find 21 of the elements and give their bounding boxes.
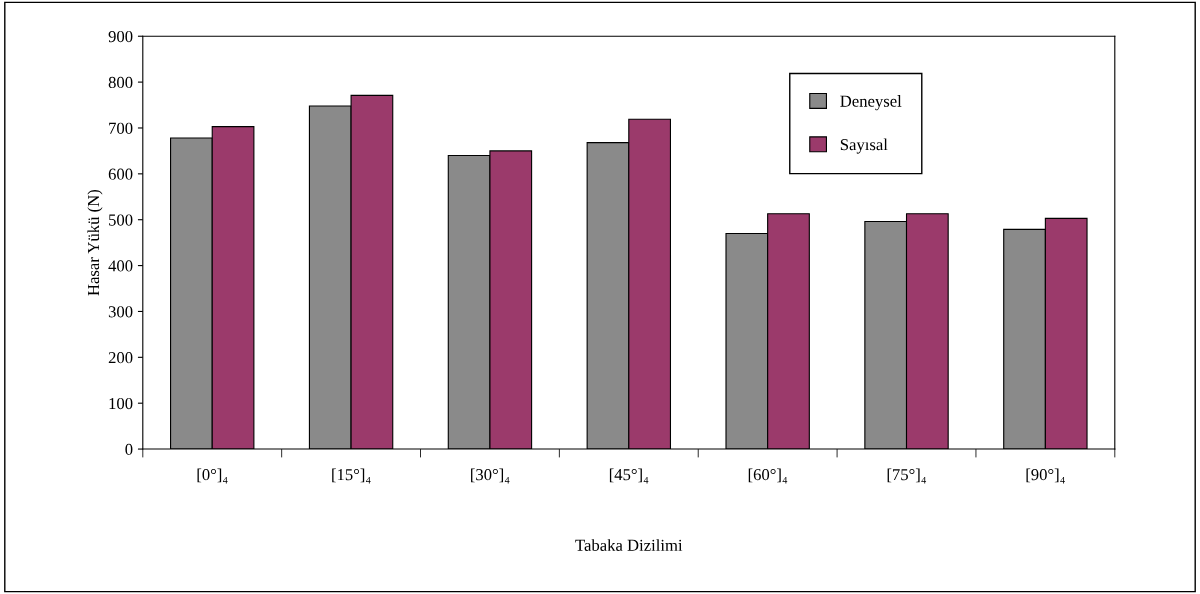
y-axis-title: Hasar Yükü (N)	[87, 190, 103, 296]
x-tick-label: [45°]₄	[609, 468, 649, 484]
y-tick-label: 800	[108, 76, 133, 89]
y-tick-label: 500	[109, 214, 133, 226]
legend-label: Sayısal	[840, 138, 888, 154]
y-tick-label: 700	[109, 122, 133, 134]
y-tick-label: 100	[109, 397, 133, 410]
x-axis-title: Tabaka Dizilimi	[575, 539, 683, 551]
x-tick-label: [0°]₄	[197, 468, 228, 484]
y-tick-label: 0	[125, 443, 133, 456]
y-tick-label: 400	[108, 260, 133, 272]
y-tick-label: 200	[108, 352, 133, 364]
legend-label: Deneysel	[840, 95, 902, 111]
x-tick-label: [90°]₄	[1026, 468, 1065, 484]
x-tick-label: [75°]₄	[887, 468, 927, 484]
y-tick-label: 900	[108, 30, 133, 43]
x-tick-label: [30°]₄	[471, 468, 510, 484]
y-tick-label: 600	[108, 168, 133, 180]
y-tick-label: 300	[108, 306, 133, 318]
x-tick-label: [15°]₄	[332, 468, 371, 484]
x-tick-label: [60°]₄	[748, 468, 788, 484]
